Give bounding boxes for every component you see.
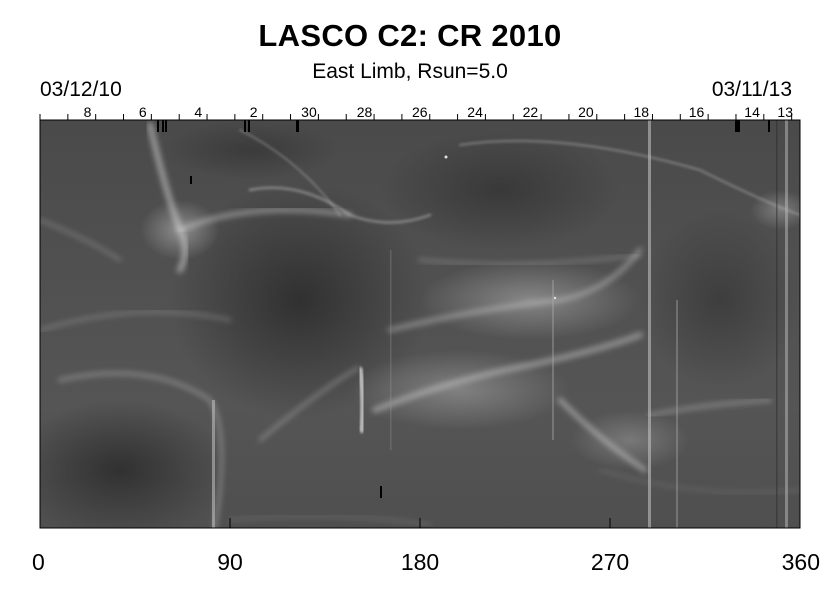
top-day-label-26: 26 <box>412 104 428 120</box>
top-day-label-24: 24 <box>467 104 483 120</box>
x-tick-label-0: 0 <box>32 549 45 575</box>
top-day-label-6: 6 <box>139 104 147 120</box>
longitude-axis: 0 90 180 270 360 <box>32 518 820 575</box>
top-day-label-30: 30 <box>301 104 317 120</box>
x-tick-label-90: 90 <box>217 549 243 575</box>
streamer-features <box>40 122 800 528</box>
heatmap-image <box>40 120 800 528</box>
top-day-label-2: 2 <box>250 104 258 120</box>
data-gap-marks <box>190 155 557 498</box>
x-tick-label-360: 360 <box>782 549 820 575</box>
top-day-label-8: 8 <box>84 104 92 120</box>
chart-subtitle: East Limb, Rsun=5.0 <box>312 60 508 83</box>
start-date-label: 03/12/10 <box>40 78 122 101</box>
top-date-axis: 8 6 4 2 30 28 26 24 22 20 18 16 14 13 <box>39 104 800 132</box>
end-date-label: 03/11/13 <box>711 78 792 101</box>
data-gap-markers <box>157 120 770 132</box>
x-tick-label-270: 270 <box>591 549 629 575</box>
x-tick-label-180: 180 <box>401 549 439 575</box>
vertical-streaks <box>212 120 788 528</box>
top-day-label-13: 13 <box>777 104 793 120</box>
top-day-label-16: 16 <box>689 104 705 120</box>
top-day-label-4: 4 <box>194 104 202 120</box>
top-day-label-22: 22 <box>523 104 539 120</box>
top-day-label-14: 14 <box>744 104 760 120</box>
dark-regions <box>40 120 800 528</box>
chart-title: LASCO C2: CR 2010 <box>258 18 562 53</box>
top-day-label-20: 20 <box>578 104 594 120</box>
top-day-label-18: 18 <box>633 104 649 120</box>
top-day-label-28: 28 <box>357 104 373 120</box>
